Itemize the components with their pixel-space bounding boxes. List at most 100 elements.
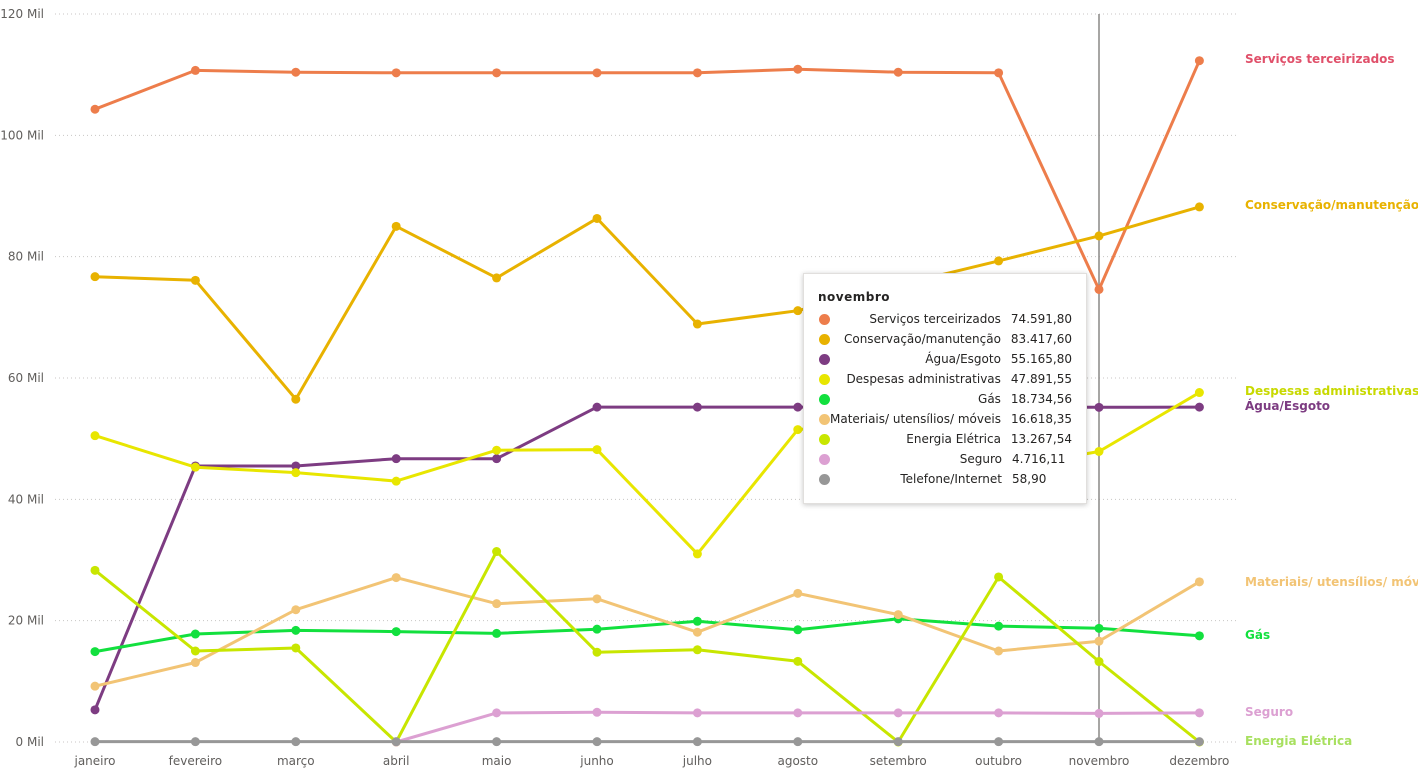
data-point[interactable] bbox=[291, 625, 301, 635]
data-point[interactable] bbox=[692, 319, 702, 329]
data-point[interactable] bbox=[291, 737, 301, 747]
data-point[interactable] bbox=[291, 461, 301, 471]
data-point[interactable] bbox=[190, 737, 200, 747]
data-point[interactable] bbox=[1094, 446, 1104, 456]
data-point[interactable] bbox=[793, 588, 803, 598]
data-point[interactable] bbox=[1194, 56, 1204, 66]
data-point[interactable] bbox=[994, 708, 1004, 718]
data-point[interactable] bbox=[90, 431, 100, 441]
data-point[interactable] bbox=[190, 658, 200, 668]
data-point[interactable] bbox=[592, 737, 602, 747]
series-line[interactable] bbox=[93, 205, 1201, 401]
data-point[interactable] bbox=[492, 68, 502, 78]
data-point[interactable] bbox=[692, 402, 702, 412]
data-point[interactable] bbox=[793, 708, 803, 718]
series-line[interactable] bbox=[93, 617, 1201, 654]
data-point[interactable] bbox=[492, 737, 502, 747]
data-point[interactable] bbox=[492, 547, 502, 557]
data-point[interactable] bbox=[391, 573, 401, 583]
data-point[interactable] bbox=[1194, 202, 1204, 212]
data-point[interactable] bbox=[1094, 284, 1104, 294]
data-point[interactable] bbox=[893, 708, 903, 718]
data-point[interactable] bbox=[793, 402, 803, 412]
series-line[interactable] bbox=[93, 550, 1201, 744]
data-point[interactable] bbox=[391, 476, 401, 486]
data-point[interactable] bbox=[793, 625, 803, 635]
series-line[interactable] bbox=[93, 59, 1201, 291]
data-point[interactable] bbox=[994, 256, 1004, 266]
data-point[interactable] bbox=[1194, 631, 1204, 641]
data-point[interactable] bbox=[1194, 708, 1204, 718]
data-point[interactable] bbox=[1194, 737, 1204, 747]
data-point[interactable] bbox=[1094, 402, 1104, 412]
data-point[interactable] bbox=[893, 610, 903, 620]
data-point[interactable] bbox=[492, 273, 502, 283]
data-point[interactable] bbox=[592, 402, 602, 412]
data-point[interactable] bbox=[692, 737, 702, 747]
data-point[interactable] bbox=[190, 629, 200, 639]
data-point[interactable] bbox=[592, 624, 602, 634]
data-point[interactable] bbox=[1094, 623, 1104, 633]
series-1[interactable] bbox=[90, 56, 1204, 294]
data-point[interactable] bbox=[592, 647, 602, 657]
data-point[interactable] bbox=[592, 213, 602, 223]
data-point[interactable] bbox=[190, 65, 200, 75]
data-point[interactable] bbox=[1194, 577, 1204, 587]
data-point[interactable] bbox=[391, 221, 401, 231]
data-point[interactable] bbox=[391, 454, 401, 464]
data-point[interactable] bbox=[1094, 657, 1104, 667]
data-point[interactable] bbox=[291, 394, 301, 404]
data-point[interactable] bbox=[592, 68, 602, 78]
data-point[interactable] bbox=[994, 68, 1004, 78]
data-point[interactable] bbox=[391, 627, 401, 637]
data-point[interactable] bbox=[994, 621, 1004, 631]
data-point[interactable] bbox=[492, 628, 502, 638]
data-point[interactable] bbox=[1094, 737, 1104, 747]
series-6[interactable] bbox=[90, 573, 1204, 691]
data-point[interactable] bbox=[90, 647, 100, 657]
data-point[interactable] bbox=[1194, 402, 1204, 412]
data-point[interactable] bbox=[291, 468, 301, 478]
data-point[interactable] bbox=[994, 646, 1004, 656]
data-point[interactable] bbox=[893, 67, 903, 77]
data-point[interactable] bbox=[692, 616, 702, 626]
data-point[interactable] bbox=[291, 67, 301, 77]
data-point[interactable] bbox=[90, 565, 100, 575]
series-8[interactable] bbox=[391, 707, 1204, 747]
data-point[interactable] bbox=[793, 656, 803, 666]
data-point[interactable] bbox=[994, 737, 1004, 747]
data-point[interactable] bbox=[1094, 636, 1104, 646]
data-point[interactable] bbox=[793, 64, 803, 74]
data-point[interactable] bbox=[90, 705, 100, 715]
data-point[interactable] bbox=[1094, 231, 1104, 241]
data-point[interactable] bbox=[90, 681, 100, 691]
data-point[interactable] bbox=[692, 68, 702, 78]
series-5[interactable] bbox=[90, 614, 1204, 657]
data-point[interactable] bbox=[492, 708, 502, 718]
data-point[interactable] bbox=[893, 737, 903, 747]
data-point[interactable] bbox=[90, 104, 100, 114]
data-point[interactable] bbox=[692, 708, 702, 718]
data-point[interactable] bbox=[692, 549, 702, 559]
data-point[interactable] bbox=[90, 737, 100, 747]
data-point[interactable] bbox=[190, 462, 200, 472]
data-point[interactable] bbox=[90, 272, 100, 282]
data-point[interactable] bbox=[190, 646, 200, 656]
series-9[interactable] bbox=[90, 737, 1204, 747]
series-line[interactable] bbox=[93, 576, 1201, 688]
data-point[interactable] bbox=[1194, 388, 1204, 398]
data-point[interactable] bbox=[391, 68, 401, 78]
data-point[interactable] bbox=[492, 445, 502, 455]
data-point[interactable] bbox=[592, 707, 602, 717]
data-point[interactable] bbox=[291, 643, 301, 653]
data-point[interactable] bbox=[592, 594, 602, 604]
data-point[interactable] bbox=[692, 645, 702, 655]
data-point[interactable] bbox=[190, 275, 200, 285]
data-point[interactable] bbox=[793, 737, 803, 747]
data-point[interactable] bbox=[592, 445, 602, 455]
data-point[interactable] bbox=[291, 605, 301, 615]
data-point[interactable] bbox=[492, 454, 502, 464]
data-point[interactable] bbox=[492, 599, 502, 609]
data-point[interactable] bbox=[793, 425, 803, 435]
data-point[interactable] bbox=[793, 306, 803, 316]
